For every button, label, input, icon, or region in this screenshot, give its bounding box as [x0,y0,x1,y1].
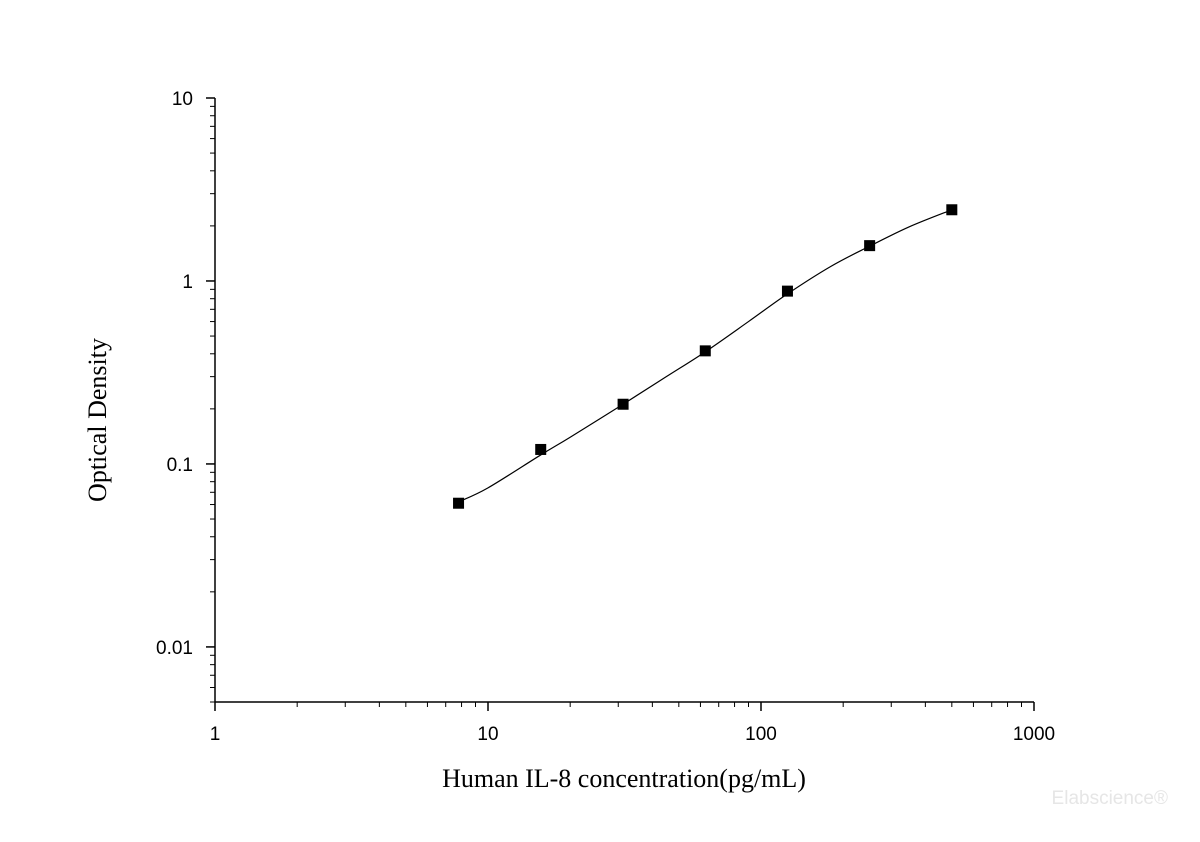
x-tick-label: 100 [745,724,777,745]
ticks-group: 1 10 100 1000 0.01 0.1 1 10 [156,89,1055,745]
y-tick-label: 0.01 [156,638,193,659]
watermark-logo: Elabscience® [1051,788,1168,809]
data-point [535,443,547,455]
y-tick-label: 0.1 [167,455,193,476]
y-axis-title: Optical Density [83,338,112,502]
y-tick-label: 1 [182,272,193,293]
x-axis-title: Human IL-8 concentration(pg/mL) [442,764,806,793]
data-point [864,240,876,252]
axes-group [214,98,1034,703]
y-tick-label: 10 [172,89,193,110]
data-points-group [453,204,958,509]
data-point [781,285,793,297]
data-point [617,398,629,410]
data-point [453,497,465,509]
x-tick-label: 1 [210,724,221,745]
x-tick-label: 10 [477,724,498,745]
data-point [946,204,958,216]
data-point [699,345,711,357]
x-tick-label: 1000 [1013,724,1055,745]
